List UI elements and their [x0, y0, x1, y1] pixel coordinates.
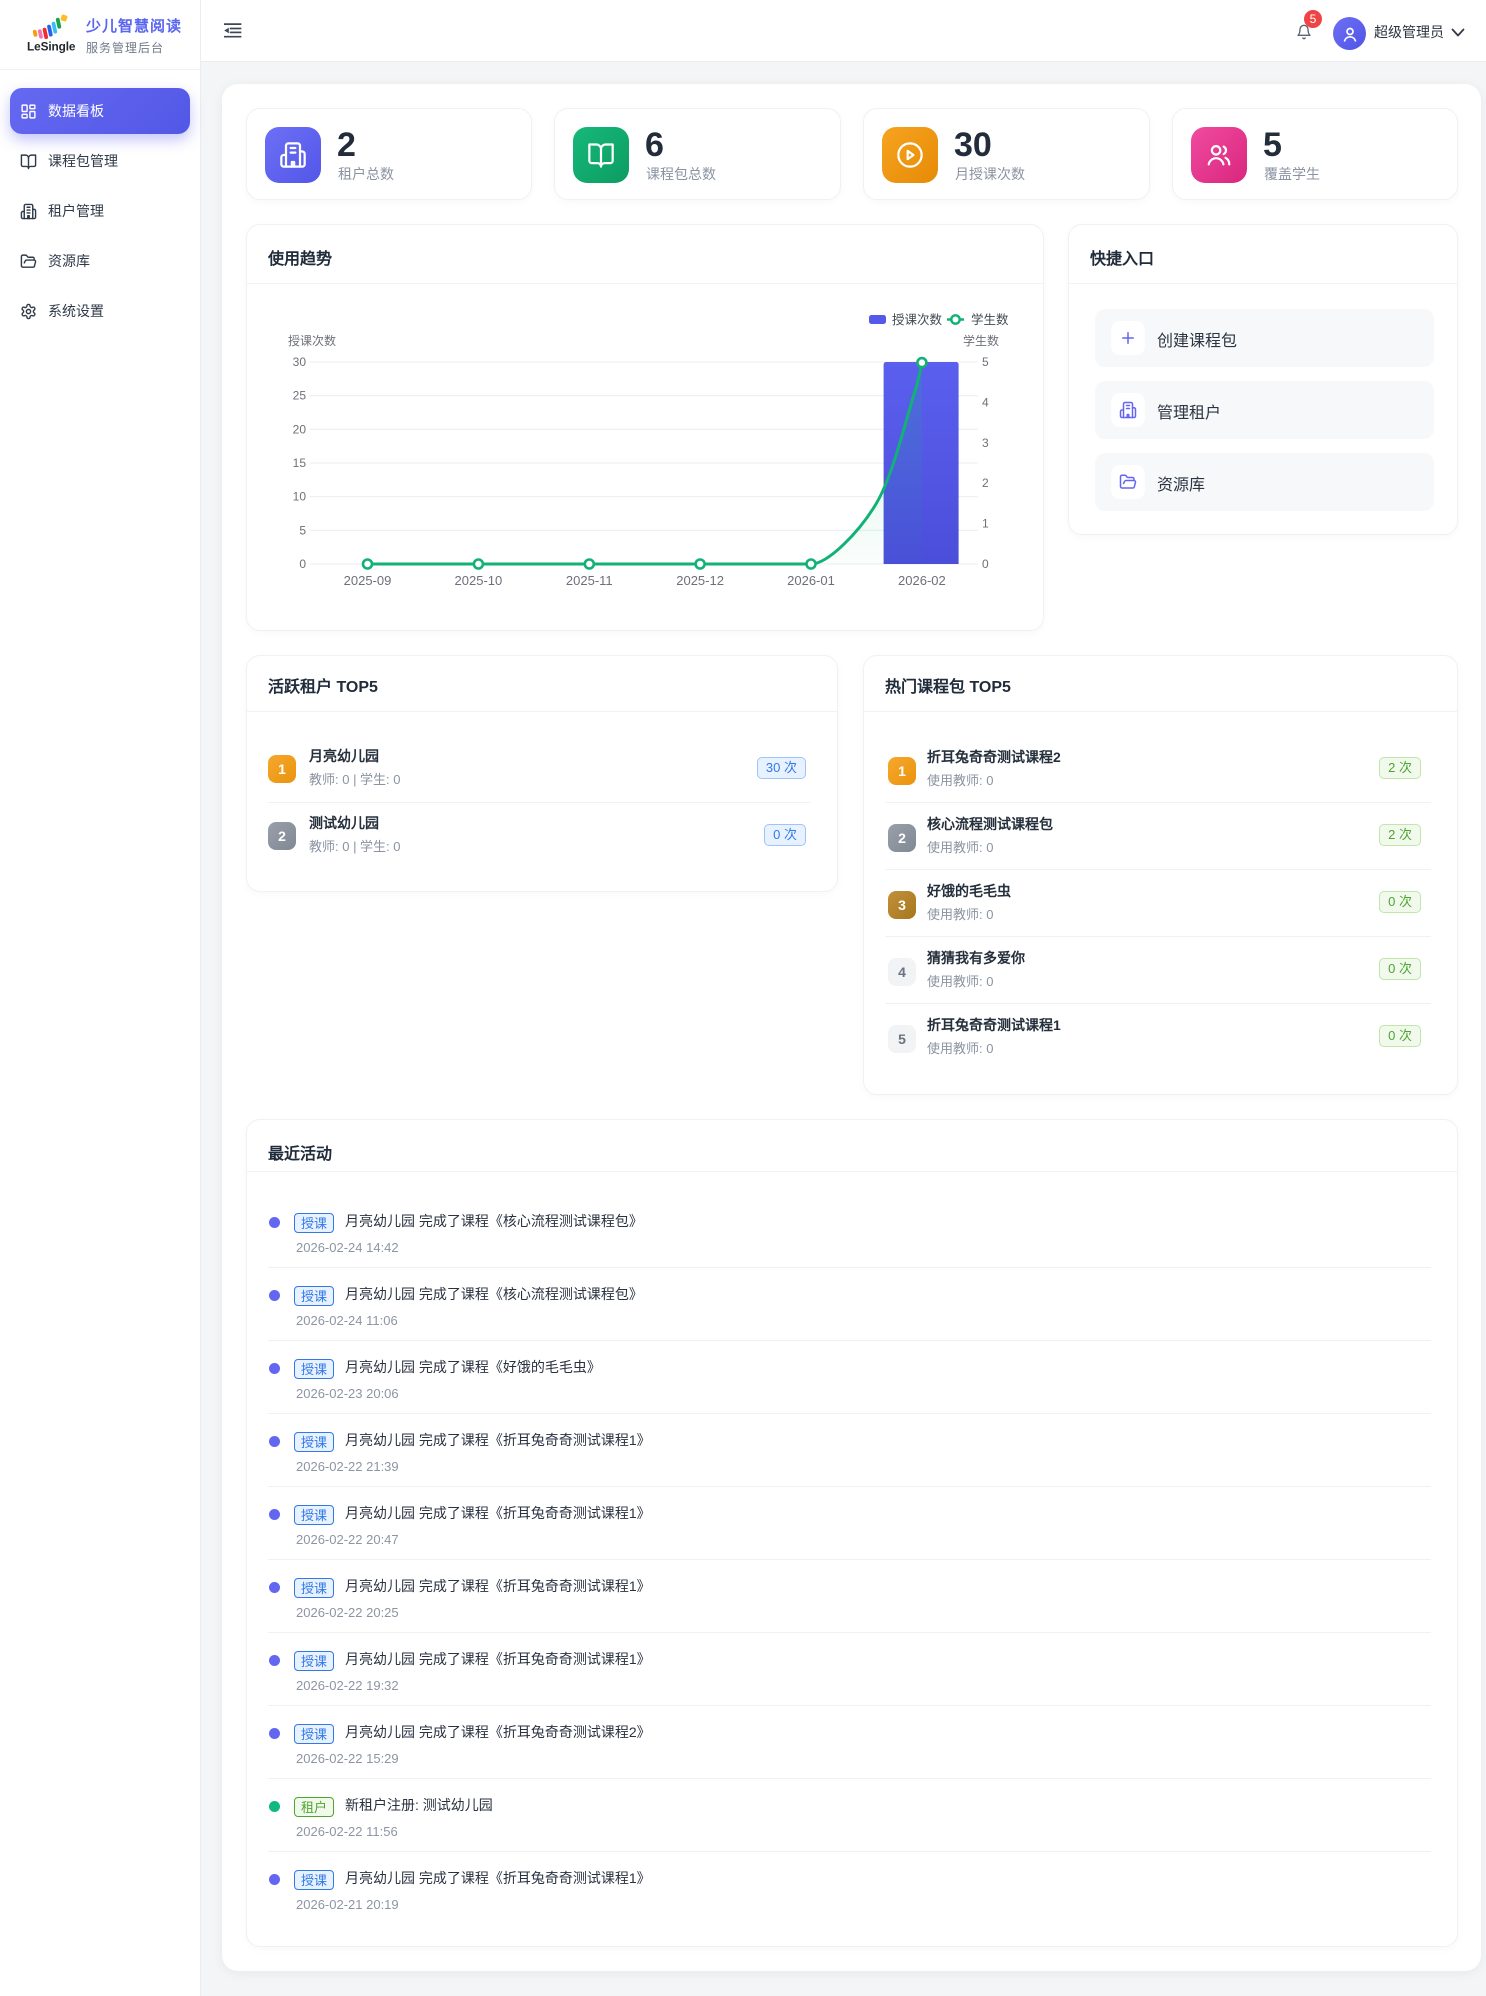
svg-text:1: 1: [982, 517, 989, 531]
svg-text:0: 0: [982, 557, 989, 571]
svg-text:2025-11: 2025-11: [566, 573, 613, 588]
svg-text:5: 5: [299, 523, 306, 537]
svg-text:20: 20: [293, 422, 307, 436]
svg-text:30: 30: [293, 355, 307, 369]
svg-text:4: 4: [982, 395, 989, 409]
svg-text:学生数: 学生数: [971, 312, 1009, 327]
svg-text:授课次数: 授课次数: [288, 333, 336, 348]
svg-text:2: 2: [982, 476, 989, 490]
svg-text:3: 3: [982, 436, 989, 450]
svg-text:2026-02: 2026-02: [898, 573, 946, 588]
svg-text:25: 25: [293, 389, 307, 403]
svg-text:5: 5: [982, 355, 989, 369]
svg-text:15: 15: [293, 456, 307, 470]
svg-text:LeSingle: LeSingle: [27, 40, 76, 54]
svg-text:10: 10: [293, 490, 307, 504]
svg-text:2025-09: 2025-09: [344, 573, 392, 588]
svg-text:2026-01: 2026-01: [787, 573, 835, 588]
svg-text:2025-12: 2025-12: [676, 573, 724, 588]
svg-text:学生数: 学生数: [963, 333, 999, 348]
svg-text:0: 0: [299, 557, 306, 571]
svg-text:2025-10: 2025-10: [455, 573, 503, 588]
svg-text:授课次数: 授课次数: [892, 312, 943, 327]
